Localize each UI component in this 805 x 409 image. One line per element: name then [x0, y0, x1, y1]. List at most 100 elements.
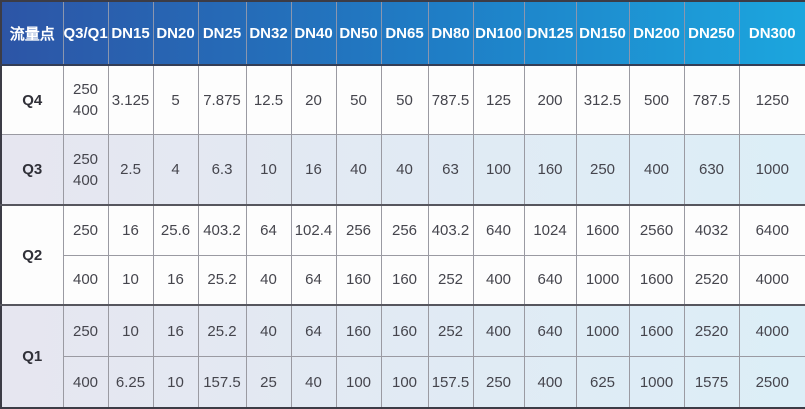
- data-cell: 1000: [628, 356, 685, 409]
- data-cell: 160: [523, 134, 577, 206]
- data-cell: 640: [523, 304, 577, 358]
- data-cell: 625: [575, 356, 630, 409]
- data-cell: 1600: [628, 254, 685, 306]
- header-cell-dn15: DN15: [107, 0, 154, 66]
- data-cell: 6.3: [197, 134, 247, 206]
- data-cell: 160: [380, 254, 429, 306]
- data-cell: 2520: [683, 254, 740, 306]
- data-cell: 64: [245, 203, 292, 256]
- data-cell: 40: [245, 254, 292, 306]
- header-cell-dn150: DN150: [575, 0, 630, 66]
- data-cell: 1000: [738, 134, 805, 206]
- header-cell-dn50: DN50: [335, 0, 382, 66]
- data-cell: 63: [427, 134, 474, 206]
- data-cell: 25: [245, 356, 292, 409]
- data-cell: 2.5: [107, 134, 154, 206]
- section-q3: Q3 250 400 2.5 4 6.3 10 16 40 40 63 100 …: [0, 134, 805, 206]
- data-cell: 10: [107, 254, 154, 306]
- data-cell: 100: [335, 356, 382, 409]
- ratio-cell-q1-400: 400: [62, 356, 109, 409]
- header-cell-dn65: DN65: [380, 0, 429, 66]
- data-cell: 4032: [683, 203, 740, 256]
- header-cell-dn200: DN200: [628, 0, 685, 66]
- ratio-cell-q2-400: 400: [62, 254, 109, 306]
- data-cell: 1000: [575, 304, 630, 358]
- row-label-q3: Q3: [0, 134, 64, 206]
- section-q2: Q2 250 16 25.6 403.2 64 102.4 256 256 40…: [0, 203, 805, 306]
- data-cell: 403.2: [197, 203, 247, 256]
- data-cell: 256: [335, 203, 382, 256]
- header-cell-dn40: DN40: [290, 0, 337, 66]
- data-cell: 6400: [738, 203, 805, 256]
- ratio-top: 250: [72, 81, 99, 99]
- header-cell-dn80: DN80: [427, 0, 474, 66]
- data-cell: 40: [380, 134, 429, 206]
- data-cell: 2500: [738, 356, 805, 409]
- header-cell-dn300: DN300: [738, 0, 805, 66]
- data-cell: 102.4: [290, 203, 337, 256]
- header-cell-dn20: DN20: [152, 0, 199, 66]
- data-cell: 4: [152, 134, 199, 206]
- data-cell: 250: [575, 134, 630, 206]
- data-cell: 16: [152, 304, 199, 358]
- row-label-q1: Q1: [0, 304, 64, 409]
- data-cell: 160: [380, 304, 429, 358]
- data-cell: 4000: [738, 254, 805, 306]
- data-cell: 400: [523, 356, 577, 409]
- row-label-q4: Q4: [0, 64, 64, 136]
- data-cell: 2560: [628, 203, 685, 256]
- data-cell: 16: [290, 134, 337, 206]
- row-label-q2: Q2: [0, 203, 64, 306]
- data-cell: 400: [472, 304, 525, 358]
- table-row-q1-400: 400 6.25 10 157.5 25 40 100 100 157.5 25…: [1, 356, 805, 409]
- data-cell: 10: [245, 134, 292, 206]
- data-cell: 40: [290, 356, 337, 409]
- data-cell: 25.2: [197, 254, 247, 306]
- ratio-cell-q2-250: 250: [62, 203, 109, 256]
- data-cell: 1600: [575, 203, 630, 256]
- data-cell: 252: [427, 254, 474, 306]
- data-cell: 16: [107, 203, 154, 256]
- data-cell: 787.5: [427, 64, 474, 136]
- header-cell-dn25: DN25: [197, 0, 247, 66]
- data-cell: 50: [380, 64, 429, 136]
- data-cell: 256: [380, 203, 429, 256]
- data-cell: 125: [472, 64, 525, 136]
- ratio-bottom: 400: [72, 171, 99, 189]
- data-cell: 25.2: [197, 304, 247, 358]
- data-cell: 403.2: [427, 203, 474, 256]
- data-cell: 10: [152, 356, 199, 409]
- data-cell: 50: [335, 64, 382, 136]
- section-q4: Q4 250 400 3.125 5 7.875 12.5 20 50 50 7…: [0, 64, 805, 136]
- data-cell: 640: [523, 254, 577, 306]
- header-cell-dn100: DN100: [472, 0, 525, 66]
- data-cell: 1575: [683, 356, 740, 409]
- data-cell: 400: [628, 134, 685, 206]
- section-q1: Q1 250 10 16 25.2 40 64 160 160 252 400 …: [0, 304, 805, 409]
- data-cell: 312.5: [575, 64, 630, 136]
- data-cell: 3.125: [107, 64, 154, 136]
- header-cell-q3q1: Q3/Q1: [62, 0, 109, 66]
- ratio-bottom: 400: [72, 102, 99, 120]
- data-cell: 40: [335, 134, 382, 206]
- table-row-q2-250: Q2 250 16 25.6 403.2 64 102.4 256 256 40…: [0, 203, 805, 306]
- data-cell: 250: [472, 356, 525, 409]
- data-cell: 40: [245, 304, 292, 358]
- data-cell: 100: [380, 356, 429, 409]
- data-cell: 630: [683, 134, 740, 206]
- data-cell: 100: [472, 134, 525, 206]
- ratio-cell-q3: 250 400: [62, 134, 109, 206]
- data-cell: 6.25: [107, 356, 154, 409]
- ratio-cell-q4: 250 400: [62, 64, 109, 136]
- data-cell: 5: [152, 64, 199, 136]
- data-cell: 400: [472, 254, 525, 306]
- data-cell: 640: [472, 203, 525, 256]
- table-row-q3: Q3 250 400 2.5 4 6.3 10 16 40 40 63 100 …: [0, 134, 805, 206]
- data-cell: 16: [152, 254, 199, 306]
- table-row-q2-400: 400 10 16 25.2 40 64 160 160 252 400 640…: [1, 254, 805, 306]
- data-cell: 4000: [738, 304, 805, 358]
- data-cell: 7.875: [197, 64, 247, 136]
- data-cell: 10: [107, 304, 154, 358]
- data-cell: 252: [427, 304, 474, 358]
